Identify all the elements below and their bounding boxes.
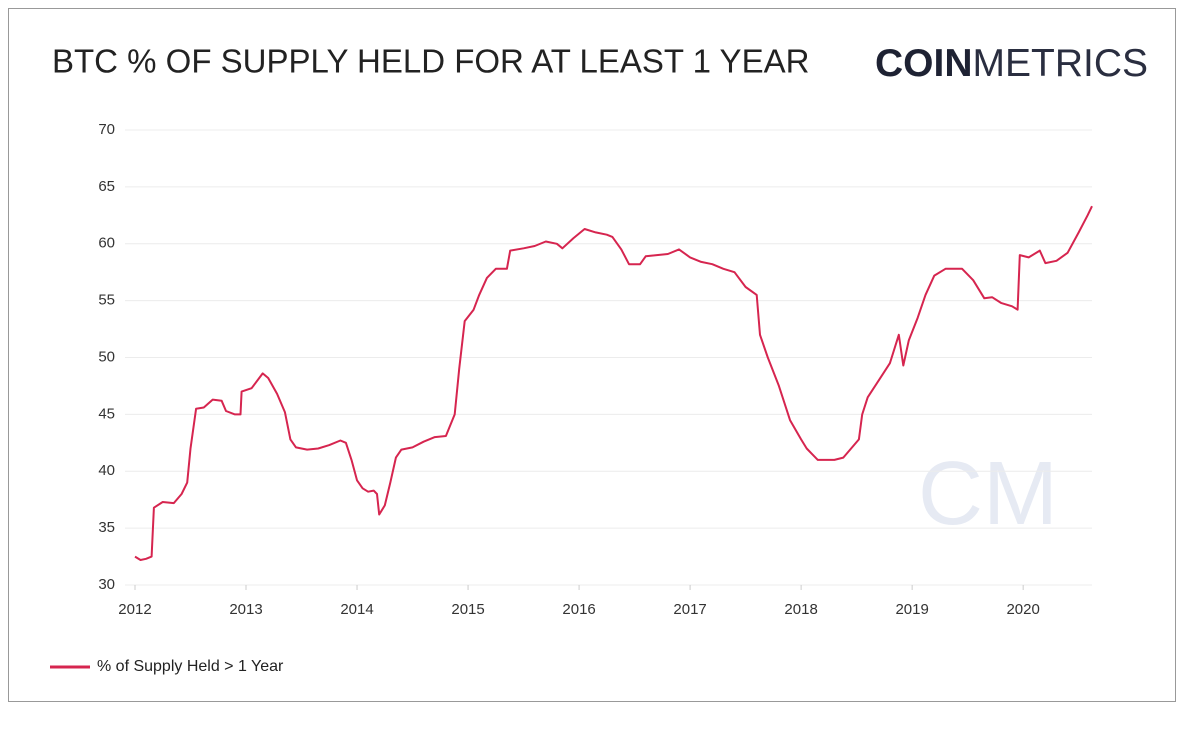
frame — [8, 8, 1176, 702]
y-tick-label: 50 — [98, 348, 115, 365]
y-tick-label: 65 — [98, 178, 115, 195]
x-tick-label: 2017 — [673, 601, 706, 618]
x-tick-label: 2018 — [784, 601, 817, 618]
y-tick-label: 40 — [98, 462, 115, 479]
legend-label: % of Supply Held > 1 Year — [97, 658, 284, 675]
y-tick-label: 60 — [98, 235, 115, 252]
x-tick-label: 2015 — [451, 601, 484, 618]
y-tick-label: 70 — [98, 121, 115, 138]
logo: COINMETRICS — [875, 42, 1148, 85]
x-tick-label: 2019 — [895, 601, 928, 618]
data-line — [134, 205, 1093, 561]
y-tick-label: 35 — [98, 519, 115, 536]
x-tick-label: 2012 — [118, 601, 151, 618]
y-tick-label: 55 — [98, 292, 115, 309]
x-tick-label: 2016 — [562, 601, 595, 618]
y-tick-label: 45 — [98, 405, 115, 422]
x-tick-label: 2014 — [340, 601, 373, 618]
x-tick-label: 2020 — [1006, 601, 1039, 618]
logo-light: METRICS — [973, 42, 1149, 85]
plot-area: 30 35 40 45 50 55 60 65 70 2012 2013 2014 2015 2016 20… — [50, 121, 1093, 675]
logo-bold: COIN — [875, 42, 973, 85]
watermark: CM — [918, 444, 1058, 544]
x-tick-label: 2013 — [229, 601, 262, 618]
chart-title: BTC % OF SUPPLY HELD FOR AT LEAST 1 YEAR — [52, 43, 809, 80]
y-tick-label: 30 — [98, 576, 115, 593]
